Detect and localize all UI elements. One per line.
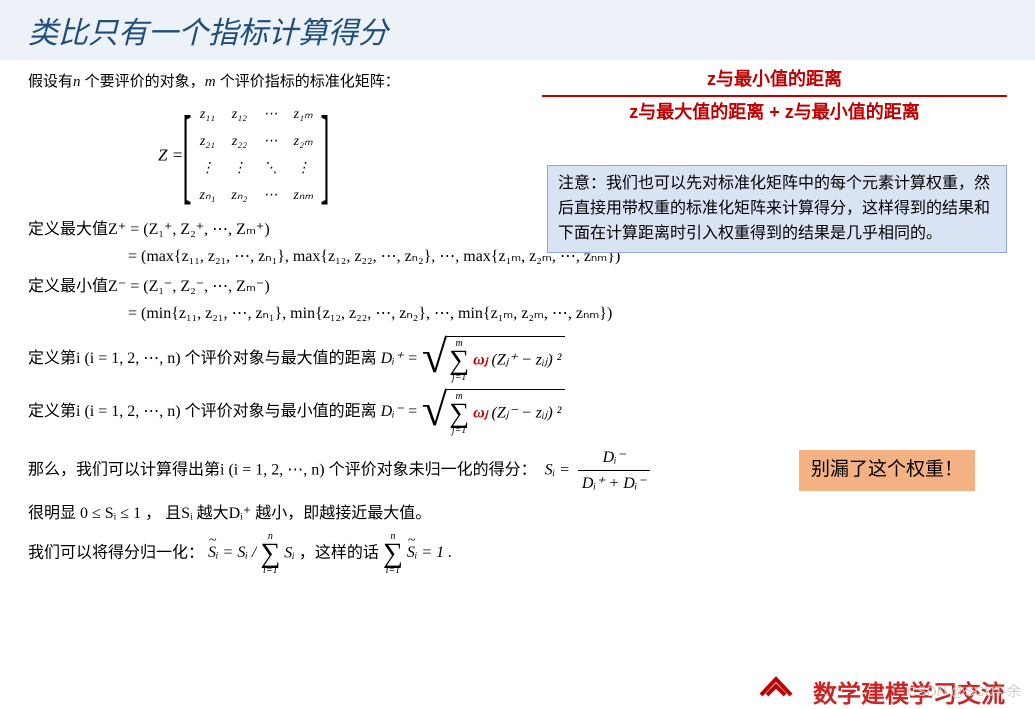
score-pre: 那么，我们可以计算得出第i (i = 1, 2, ⋯, n) 个评价对象未归一化… <box>28 461 537 478</box>
watermark: CSDN @SCUT-余 <box>907 681 1021 701</box>
term-minus: (Zⱼ⁻ − zᵢⱼ) ² <box>488 404 562 421</box>
sigma-n-icon: n∑i=1 <box>383 532 403 576</box>
mat-cell: ⋯ <box>255 128 285 155</box>
matrix-body: z₁₁z₁₂⋯z₁ₘ z₂₁z₂₂⋯z₂ₘ ⋮⋮⋱⋮ zₙ₁zₙ₂⋯zₙₘ <box>192 101 322 209</box>
normalize-line: 我们可以将得分归一化： Sᵢ = Sᵢ / n∑i=1 Sᵢ ，这样的话 n∑i… <box>28 532 1007 576</box>
normalize-pre: 我们可以将得分归一化： <box>28 544 204 561</box>
dist-minus-lhs: Dᵢ⁻ = <box>381 403 418 420</box>
page-title: 类比只有一个指标计算得分 <box>0 0 1035 60</box>
mat-cell: zₙₘ <box>285 182 321 209</box>
dist-plus-pre: 定义第i (i = 1, 2, ⋯, n) 个评价对象与最大值的距离 <box>28 350 377 367</box>
score-num: Dᵢ⁻ <box>578 446 650 470</box>
matrix-lhs: Z = <box>158 145 183 164</box>
obvious-line: 很明显 0 ≤ Sᵢ ≤ 1 ， 且Sᵢ 越大Dᵢ⁺ 越小，即越接近最大值。 <box>28 502 1007 526</box>
zmin-def-line1: 定义最小值Z⁻ = (Z₁⁻, Z₂⁻, ⋯, Zₘ⁻) <box>28 275 1007 299</box>
mat-cell: ⋮ <box>192 155 224 182</box>
distance-ratio-formula: z与最小值的距离 z与最大值的距离 + z与最小值的距离 <box>542 66 1007 126</box>
intro-text-b: 个要评价的对象， <box>81 73 205 90</box>
dist-minus-line: 定义第i (i = 1, 2, ⋯, n) 个评价对象与最小值的距离 Dᵢ⁻ =… <box>28 389 1007 436</box>
left-bracket-icon: [ <box>183 105 192 205</box>
mat-cell: z₂₁ <box>192 128 224 155</box>
sqrt-icon: √ <box>422 334 447 380</box>
weight-warning-badge: 别漏了这个权重！ <box>799 450 975 491</box>
term-plus: (Zⱼ⁺ − zᵢⱼ) ² <box>488 351 562 368</box>
sigma-icon: m∑j=1 <box>449 392 469 436</box>
dist-plus-line: 定义第i (i = 1, 2, ⋯, n) 个评价对象与最大值的距离 Dᵢ⁺ =… <box>28 336 1007 383</box>
score-den: Dᵢ⁺ + Dᵢ⁻ <box>578 470 650 496</box>
mat-cell: z₂₂ <box>223 128 255 155</box>
omega-weight: ωⱼ <box>473 351 487 368</box>
logo-icon <box>757 673 795 703</box>
mat-cell: ⋮ <box>285 155 321 182</box>
dist-minus-pre: 定义第i (i = 1, 2, ⋯, n) 个评价对象与最小值的距离 <box>28 403 377 420</box>
var-n: n <box>73 74 81 90</box>
mat-cell: z₂ₘ <box>285 128 321 155</box>
mat-cell: z₁₁ <box>192 101 224 128</box>
mat-cell: zₙ₂ <box>223 182 255 209</box>
mat-cell: ⋱ <box>255 155 285 182</box>
right-bracket-icon: ] <box>321 105 330 205</box>
ratio-denominator: z与最大值的距离 + z与最小值的距离 <box>542 97 1007 126</box>
zmin-def-line2: = (min{z₁₁, z₂₁, ⋯, zₙ₁}, min{z₁₂, z₂₂, … <box>128 302 1007 326</box>
mat-cell: ⋯ <box>255 182 285 209</box>
intro-text-c: 个评价指标的标准化矩阵： <box>216 73 400 90</box>
score-fraction: Dᵢ⁻ Dᵢ⁺ + Dᵢ⁻ <box>578 446 650 496</box>
sigma-icon: m∑j=1 <box>449 339 469 383</box>
var-m: m <box>205 74 216 90</box>
content-area: z与最小值的距离 z与最大值的距离 + z与最小值的距离 注意：我们也可以先对标… <box>0 60 1035 576</box>
mat-cell: zₙ₁ <box>192 182 224 209</box>
sqrt-plus: √ m∑j=1 ωⱼ (Zⱼ⁺ − zᵢⱼ) ² <box>422 336 566 383</box>
note-callout: 注意：我们也可以先对标准化矩阵中的每个元素计算权重，然后直接用带权重的标准化矩阵… <box>547 165 1007 253</box>
sigma-n-icon: n∑i=1 <box>260 532 280 576</box>
normalize-mid: ，这样的话 <box>299 544 379 561</box>
ratio-numerator: z与最小值的距离 <box>542 66 1007 95</box>
mat-cell: ⋮ <box>223 155 255 182</box>
score-lhs: Sᵢ = <box>545 461 570 478</box>
mat-cell: z₁₂ <box>223 101 255 128</box>
sqrt-icon: √ <box>422 387 447 433</box>
normalize-b: Sᵢ <box>284 544 299 561</box>
intro-text-a: 假设有 <box>28 73 73 90</box>
mat-cell: z₁ₘ <box>285 101 321 128</box>
dist-plus-lhs: Dᵢ⁺ = <box>381 350 418 367</box>
omega-weight: ωⱼ <box>473 404 487 421</box>
sqrt-minus: √ m∑j=1 ωⱼ (Zⱼ⁻ − zᵢⱼ) ² <box>422 389 566 436</box>
mat-cell: ⋯ <box>255 101 285 128</box>
